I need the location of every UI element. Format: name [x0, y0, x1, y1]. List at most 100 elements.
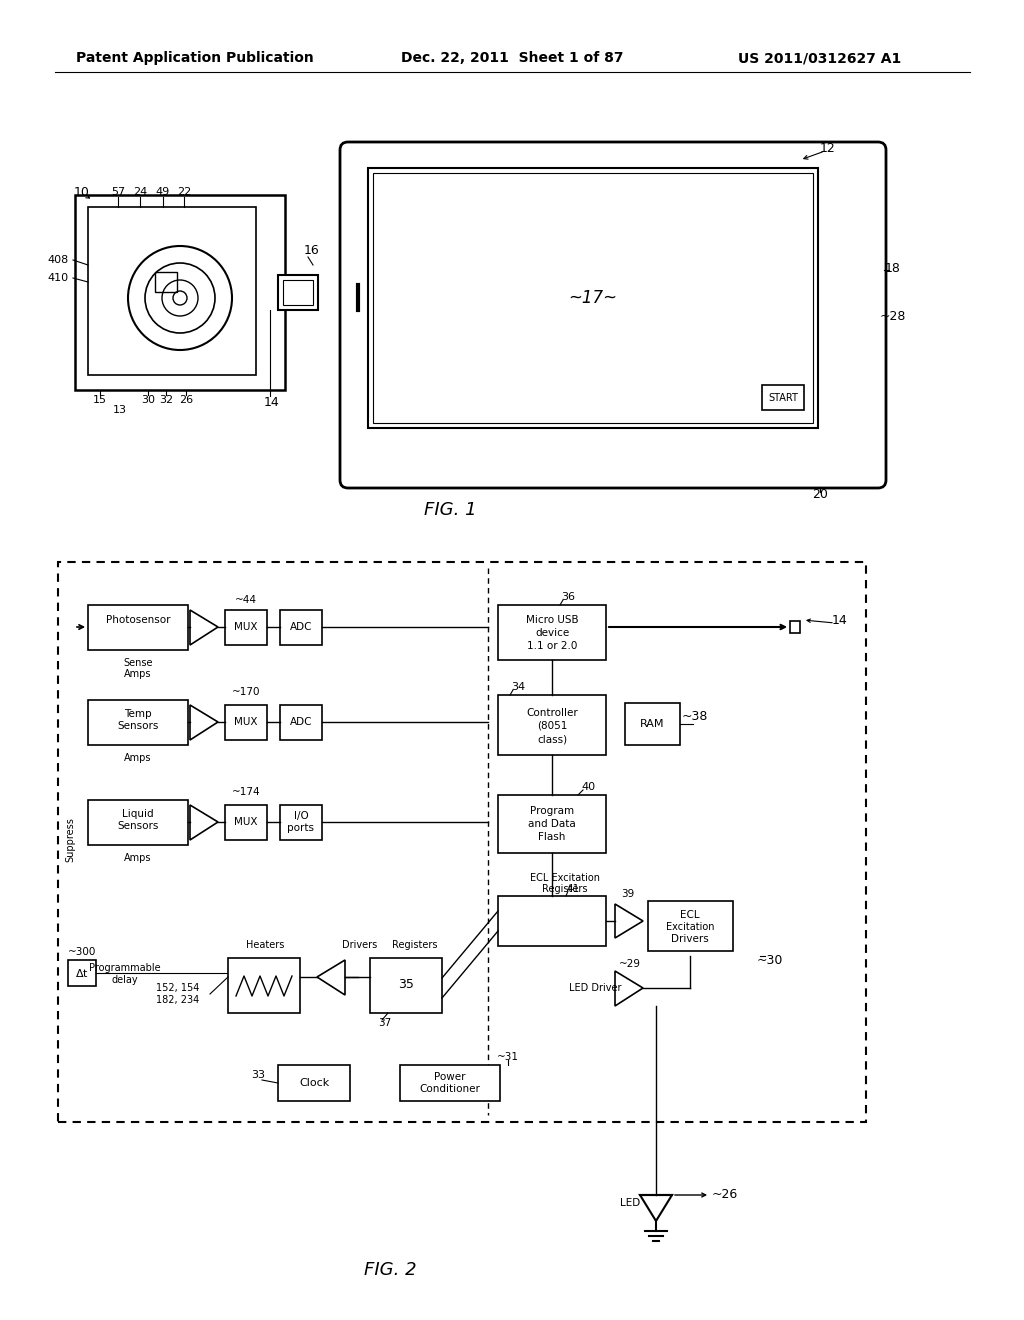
Bar: [228, 958, 300, 1012]
Text: Program: Program: [530, 807, 574, 816]
Text: 34: 34: [511, 682, 525, 692]
Text: Sensors: Sensors: [118, 721, 159, 731]
Bar: [400, 1065, 500, 1101]
Text: 30: 30: [141, 395, 155, 405]
Text: 410: 410: [47, 273, 69, 282]
Text: 14: 14: [264, 396, 280, 408]
Text: 408: 408: [47, 255, 69, 265]
Text: 32: 32: [159, 395, 173, 405]
Text: 22: 22: [177, 187, 191, 197]
Bar: [498, 795, 606, 853]
Text: 18: 18: [885, 261, 901, 275]
Text: Sense: Sense: [123, 657, 153, 668]
Bar: [283, 280, 313, 305]
Text: Registers: Registers: [392, 940, 437, 950]
Text: MUX: MUX: [234, 817, 258, 828]
Bar: [278, 275, 318, 310]
Text: ~28: ~28: [880, 309, 906, 322]
Bar: [88, 207, 256, 375]
Text: Sensors: Sensors: [118, 821, 159, 832]
Bar: [498, 605, 606, 660]
Text: Power: Power: [434, 1072, 466, 1082]
Text: ECL: ECL: [680, 909, 699, 920]
Bar: [368, 168, 818, 428]
Text: Excitation: Excitation: [666, 921, 715, 932]
Text: Dec. 22, 2011  Sheet 1 of 87: Dec. 22, 2011 Sheet 1 of 87: [400, 51, 624, 65]
Bar: [648, 902, 733, 950]
Bar: [498, 896, 606, 946]
Text: ~29: ~29: [618, 960, 641, 969]
FancyBboxPatch shape: [340, 143, 886, 488]
Text: ~170: ~170: [231, 686, 260, 697]
Bar: [75, 195, 285, 389]
Bar: [88, 800, 188, 845]
Text: ADC: ADC: [290, 717, 312, 727]
Bar: [225, 705, 267, 741]
Text: FIG. 2: FIG. 2: [364, 1261, 417, 1279]
Bar: [280, 705, 322, 741]
Bar: [155, 272, 177, 292]
Text: 15: 15: [93, 395, 106, 405]
Text: Temp: Temp: [124, 709, 152, 719]
Text: 14: 14: [833, 614, 848, 627]
Text: 39: 39: [622, 888, 635, 899]
Text: Amps: Amps: [124, 853, 152, 863]
Text: Amps: Amps: [124, 752, 152, 763]
Bar: [790, 620, 800, 634]
Text: Amps: Amps: [124, 669, 152, 678]
Text: class): class): [537, 734, 567, 744]
Text: device: device: [535, 628, 569, 638]
Text: ~17~: ~17~: [568, 289, 617, 308]
Text: (8051: (8051: [537, 721, 567, 731]
Text: ~174: ~174: [231, 787, 260, 797]
Text: ports: ports: [288, 822, 314, 833]
Text: 41: 41: [566, 884, 580, 894]
Text: Controller: Controller: [526, 708, 578, 718]
Text: 16: 16: [304, 243, 319, 256]
Text: 24: 24: [133, 187, 147, 197]
Bar: [88, 700, 188, 744]
Text: Heaters: Heaters: [246, 940, 285, 950]
Text: ~38: ~38: [682, 710, 709, 723]
Text: MUX: MUX: [234, 622, 258, 632]
Text: 33: 33: [251, 1071, 265, 1080]
Text: ~31: ~31: [497, 1052, 519, 1063]
Bar: [280, 610, 322, 645]
Bar: [370, 958, 442, 1012]
Text: Patent Application Publication: Patent Application Publication: [76, 51, 314, 65]
Text: 35: 35: [398, 978, 414, 991]
Text: I/O: I/O: [294, 810, 308, 821]
Text: ~26: ~26: [712, 1188, 738, 1201]
Bar: [68, 960, 96, 986]
Text: Liquid: Liquid: [122, 809, 154, 818]
Bar: [373, 173, 813, 422]
Text: ~44: ~44: [234, 595, 257, 605]
Bar: [278, 1065, 350, 1101]
Text: 12: 12: [820, 141, 836, 154]
Text: Drivers: Drivers: [671, 935, 709, 944]
Text: LED Driver: LED Driver: [568, 983, 622, 993]
Text: Drivers: Drivers: [342, 940, 378, 950]
Text: 40: 40: [581, 781, 595, 792]
Text: Flash: Flash: [539, 832, 565, 842]
Bar: [225, 805, 267, 840]
Text: 49: 49: [156, 187, 170, 197]
Text: LED: LED: [620, 1199, 640, 1208]
Text: Programmable: Programmable: [89, 964, 161, 973]
Text: Photosensor: Photosensor: [105, 615, 170, 624]
Text: START: START: [768, 393, 798, 403]
Text: Clock: Clock: [299, 1078, 329, 1088]
Bar: [58, 562, 866, 1122]
Text: and Data: and Data: [528, 818, 575, 829]
Text: 182, 234: 182, 234: [157, 995, 200, 1005]
Text: Suppress: Suppress: [65, 817, 75, 862]
Text: $\Delta$t: $\Delta$t: [75, 968, 89, 979]
Bar: [225, 610, 267, 645]
Text: ADC: ADC: [290, 622, 312, 632]
Text: 10: 10: [74, 186, 90, 199]
Bar: [498, 696, 606, 755]
Bar: [625, 704, 680, 744]
Text: 13: 13: [113, 405, 127, 414]
Text: FIG. 1: FIG. 1: [424, 502, 476, 519]
Text: 36: 36: [561, 591, 575, 602]
